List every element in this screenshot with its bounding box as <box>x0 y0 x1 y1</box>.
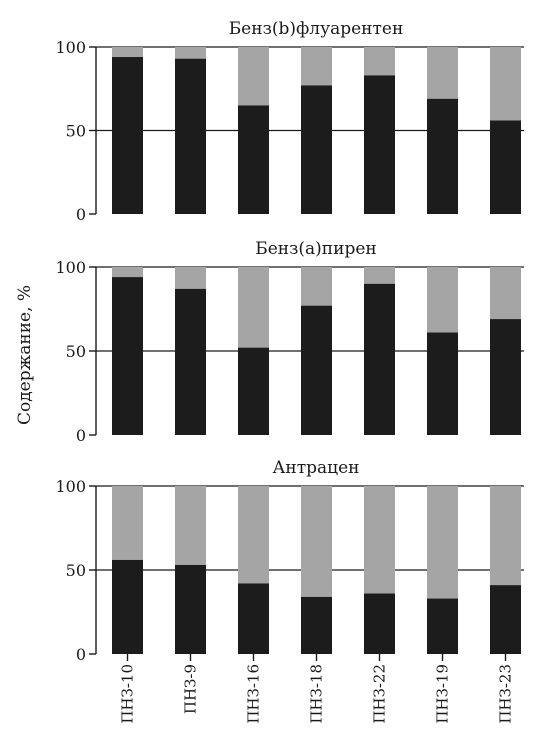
bar-segment-light <box>301 486 332 597</box>
bar-segment-light <box>175 267 206 289</box>
bar-segment-light <box>364 267 395 284</box>
bar-segment-dark <box>490 120 521 214</box>
bar-segment-dark <box>364 283 395 435</box>
category-label: ПНЗ-9 <box>182 664 200 714</box>
bar-segment-light <box>238 267 269 348</box>
bar-segment-dark <box>238 347 269 435</box>
category-label: ПНЗ-10 <box>119 664 137 724</box>
category-label: ПНЗ-18 <box>308 664 326 724</box>
bar-segment-dark <box>427 598 458 654</box>
category-label: ПНЗ-23 <box>497 664 515 724</box>
category-label: ПНЗ-16 <box>245 664 263 724</box>
chart-panel-1: Бенз(b)флуарентен 0 50 100 <box>55 19 524 224</box>
bar-segment-light <box>364 486 395 594</box>
y-tick-label: 0 <box>76 645 86 664</box>
bar-segment-dark <box>427 98 458 214</box>
bar-segment-dark <box>238 583 269 654</box>
bar-segment-light <box>238 486 269 584</box>
bar-segment-light <box>427 267 458 333</box>
bar-segment-dark <box>301 596 332 654</box>
bar-segment-light <box>364 47 395 76</box>
y-tick-label: 100 <box>55 477 86 496</box>
bar-segment-light <box>175 47 206 59</box>
y-tick-label: 100 <box>55 38 86 57</box>
bar-segment-dark <box>490 319 521 435</box>
bar-segment-light <box>112 47 143 58</box>
bar-segment-light <box>427 47 458 99</box>
y-tick-label: 50 <box>66 561 86 580</box>
y-tick-label: 100 <box>55 258 86 277</box>
panel-title: Антрацен <box>273 458 360 478</box>
bar-segment-light <box>490 486 521 586</box>
y-tick-label: 50 <box>66 342 86 361</box>
bar-segment-dark <box>427 332 458 435</box>
category-label: ПНЗ-22 <box>371 664 389 724</box>
panel-title: Бенз(a)пирен <box>255 239 377 259</box>
panel-title: Бенз(b)флуарентен <box>229 19 404 39</box>
bar-segment-light <box>238 47 269 106</box>
bar-segment-light <box>112 267 143 278</box>
bar-segment-light <box>112 486 143 560</box>
chart-panel-2: Бенз(a)пирен 0 50 100 <box>55 239 524 445</box>
bar-segment-dark <box>112 277 143 435</box>
bar-segment-dark <box>112 57 143 214</box>
bar-segment-light <box>175 486 206 565</box>
bar-segment-dark <box>238 105 269 214</box>
bar-segment-light <box>301 47 332 86</box>
bar-segment-dark <box>175 564 206 654</box>
bar-segment-dark <box>112 559 143 654</box>
bar-segment-dark <box>175 288 206 435</box>
bar-segment-dark <box>490 585 521 654</box>
bar-segment-light <box>490 267 521 320</box>
bar-segment-dark <box>364 593 395 654</box>
bar-segment-light <box>490 47 521 121</box>
bar-segment-dark <box>301 85 332 214</box>
chart-panel-3: Антрацен 0 50 100 <box>55 458 524 664</box>
y-axis-label: Содержание, % <box>15 285 35 425</box>
bar-segment-light <box>301 267 332 306</box>
y-tick-label: 0 <box>76 426 86 445</box>
y-tick-label: 0 <box>76 205 86 224</box>
bar-segment-dark <box>175 58 206 214</box>
y-tick-label: 50 <box>66 122 86 141</box>
bar-segment-dark <box>301 305 332 435</box>
bar-segment-dark <box>364 75 395 214</box>
bar-segment-light <box>427 486 458 599</box>
category-label: ПНЗ-19 <box>434 664 452 724</box>
